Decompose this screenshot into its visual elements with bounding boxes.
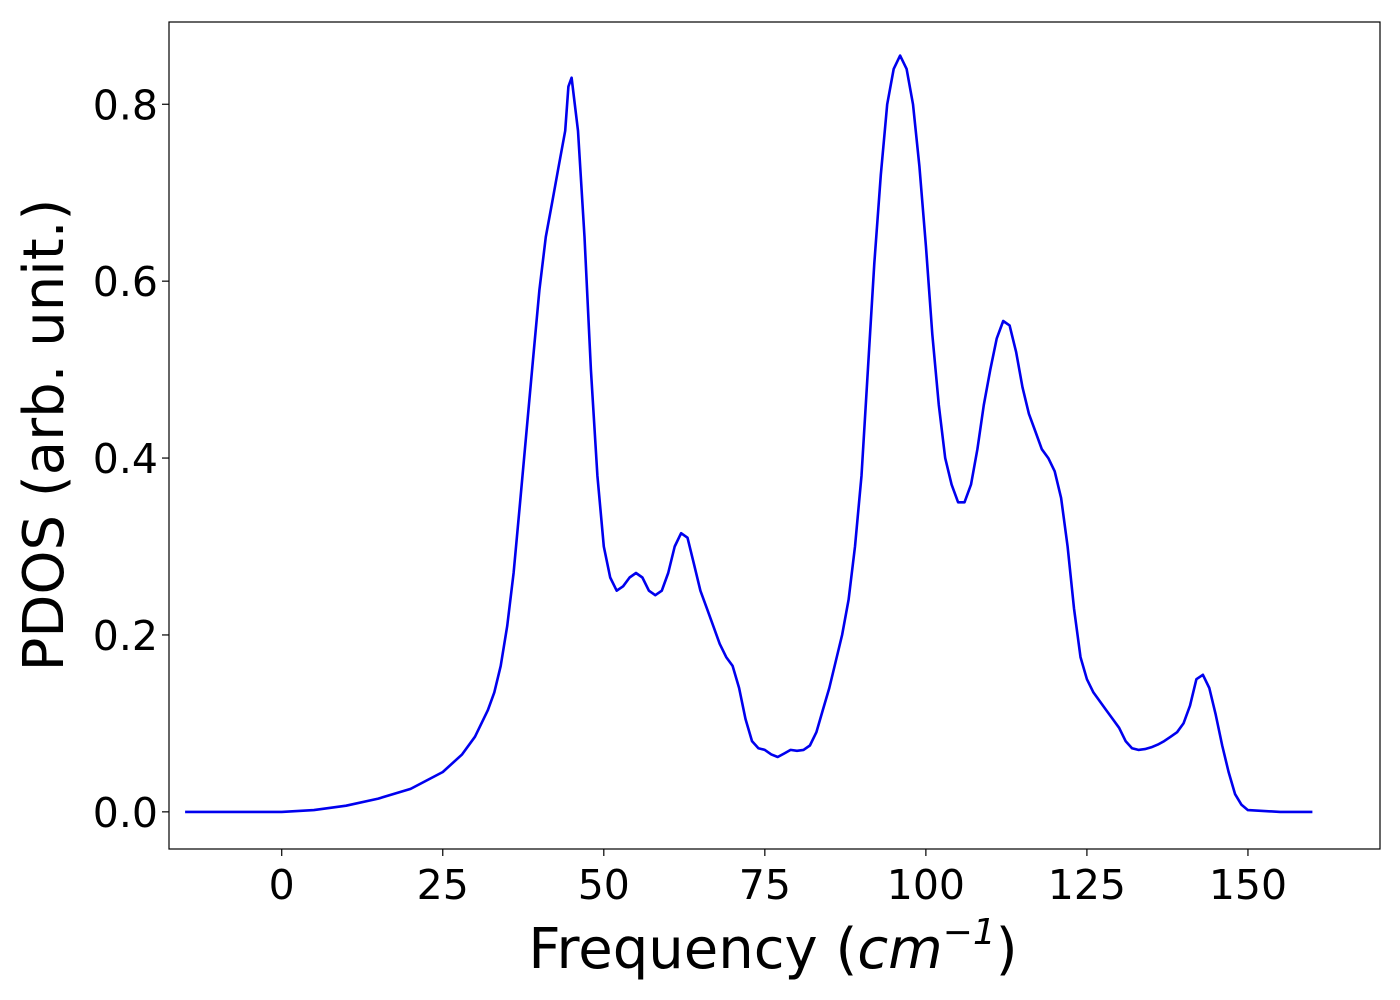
y-axis-ticks: 0.0 0.2 0.4 0.6 0.8 xyxy=(93,81,169,837)
x-tick-label: 0 xyxy=(269,861,295,909)
x-axis-label: Frequency (cm−1) xyxy=(528,912,1017,982)
plot-frame xyxy=(168,21,1381,850)
x-tick-label: 150 xyxy=(1209,861,1287,909)
x-axis-ticks: 0 25 50 75 100 125 150 xyxy=(269,849,1287,909)
x-tick-label: 100 xyxy=(887,861,965,909)
y-tick-label: 0.6 xyxy=(93,258,158,306)
series-line-pdos xyxy=(185,54,1313,814)
y-tick-label: 0.8 xyxy=(93,81,158,129)
x-tick-label: 50 xyxy=(578,861,630,909)
y-axis-label: PDOS (arb. unit.) xyxy=(12,199,77,672)
y-tick-label: 0.4 xyxy=(93,435,158,483)
x-tick-label: 75 xyxy=(739,861,791,909)
y-tick-label: 0.2 xyxy=(93,612,158,660)
x-tick-label: 25 xyxy=(417,861,469,909)
x-tick-label: 125 xyxy=(1048,861,1126,909)
y-tick-label: 0.0 xyxy=(93,789,158,837)
